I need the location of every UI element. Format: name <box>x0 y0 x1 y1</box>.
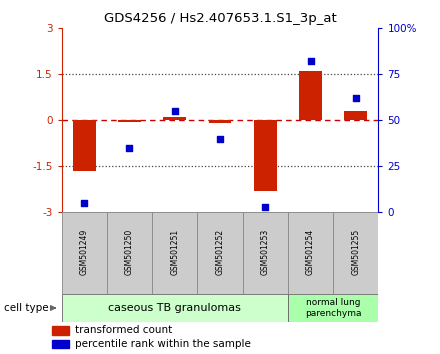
Text: transformed count: transformed count <box>75 325 172 335</box>
Point <box>216 136 224 142</box>
Bar <box>163 117 186 120</box>
Bar <box>52 340 69 348</box>
Bar <box>198 212 242 294</box>
Bar <box>107 212 152 294</box>
Bar <box>62 294 288 322</box>
Text: GDS4256 / Hs2.407653.1.S1_3p_at: GDS4256 / Hs2.407653.1.S1_3p_at <box>104 12 336 25</box>
Bar <box>73 120 95 171</box>
Bar <box>345 110 367 120</box>
Bar <box>254 120 277 191</box>
Text: GSM501254: GSM501254 <box>306 228 315 275</box>
Bar <box>288 294 378 322</box>
Text: GSM501251: GSM501251 <box>170 228 179 275</box>
Text: cell type: cell type <box>4 303 49 313</box>
Bar <box>333 212 378 294</box>
Bar <box>299 71 322 120</box>
Bar <box>52 326 69 335</box>
Point <box>171 108 178 114</box>
Bar <box>118 120 141 122</box>
Text: GSM501252: GSM501252 <box>216 228 224 275</box>
Bar <box>242 212 288 294</box>
Point <box>81 200 88 206</box>
Text: GSM501255: GSM501255 <box>351 228 360 275</box>
Text: percentile rank within the sample: percentile rank within the sample <box>75 339 251 349</box>
Text: GSM501253: GSM501253 <box>261 228 270 275</box>
Text: caseous TB granulomas: caseous TB granulomas <box>108 303 241 313</box>
Text: normal lung
parenchyma: normal lung parenchyma <box>305 298 361 318</box>
Point <box>307 59 314 64</box>
Bar <box>152 212 198 294</box>
Text: GSM501249: GSM501249 <box>80 228 89 275</box>
Bar <box>209 120 231 122</box>
Bar <box>288 212 333 294</box>
Bar <box>62 212 107 294</box>
Text: GSM501250: GSM501250 <box>125 228 134 275</box>
Point <box>126 145 133 151</box>
Point <box>352 96 359 101</box>
Point <box>262 204 269 210</box>
